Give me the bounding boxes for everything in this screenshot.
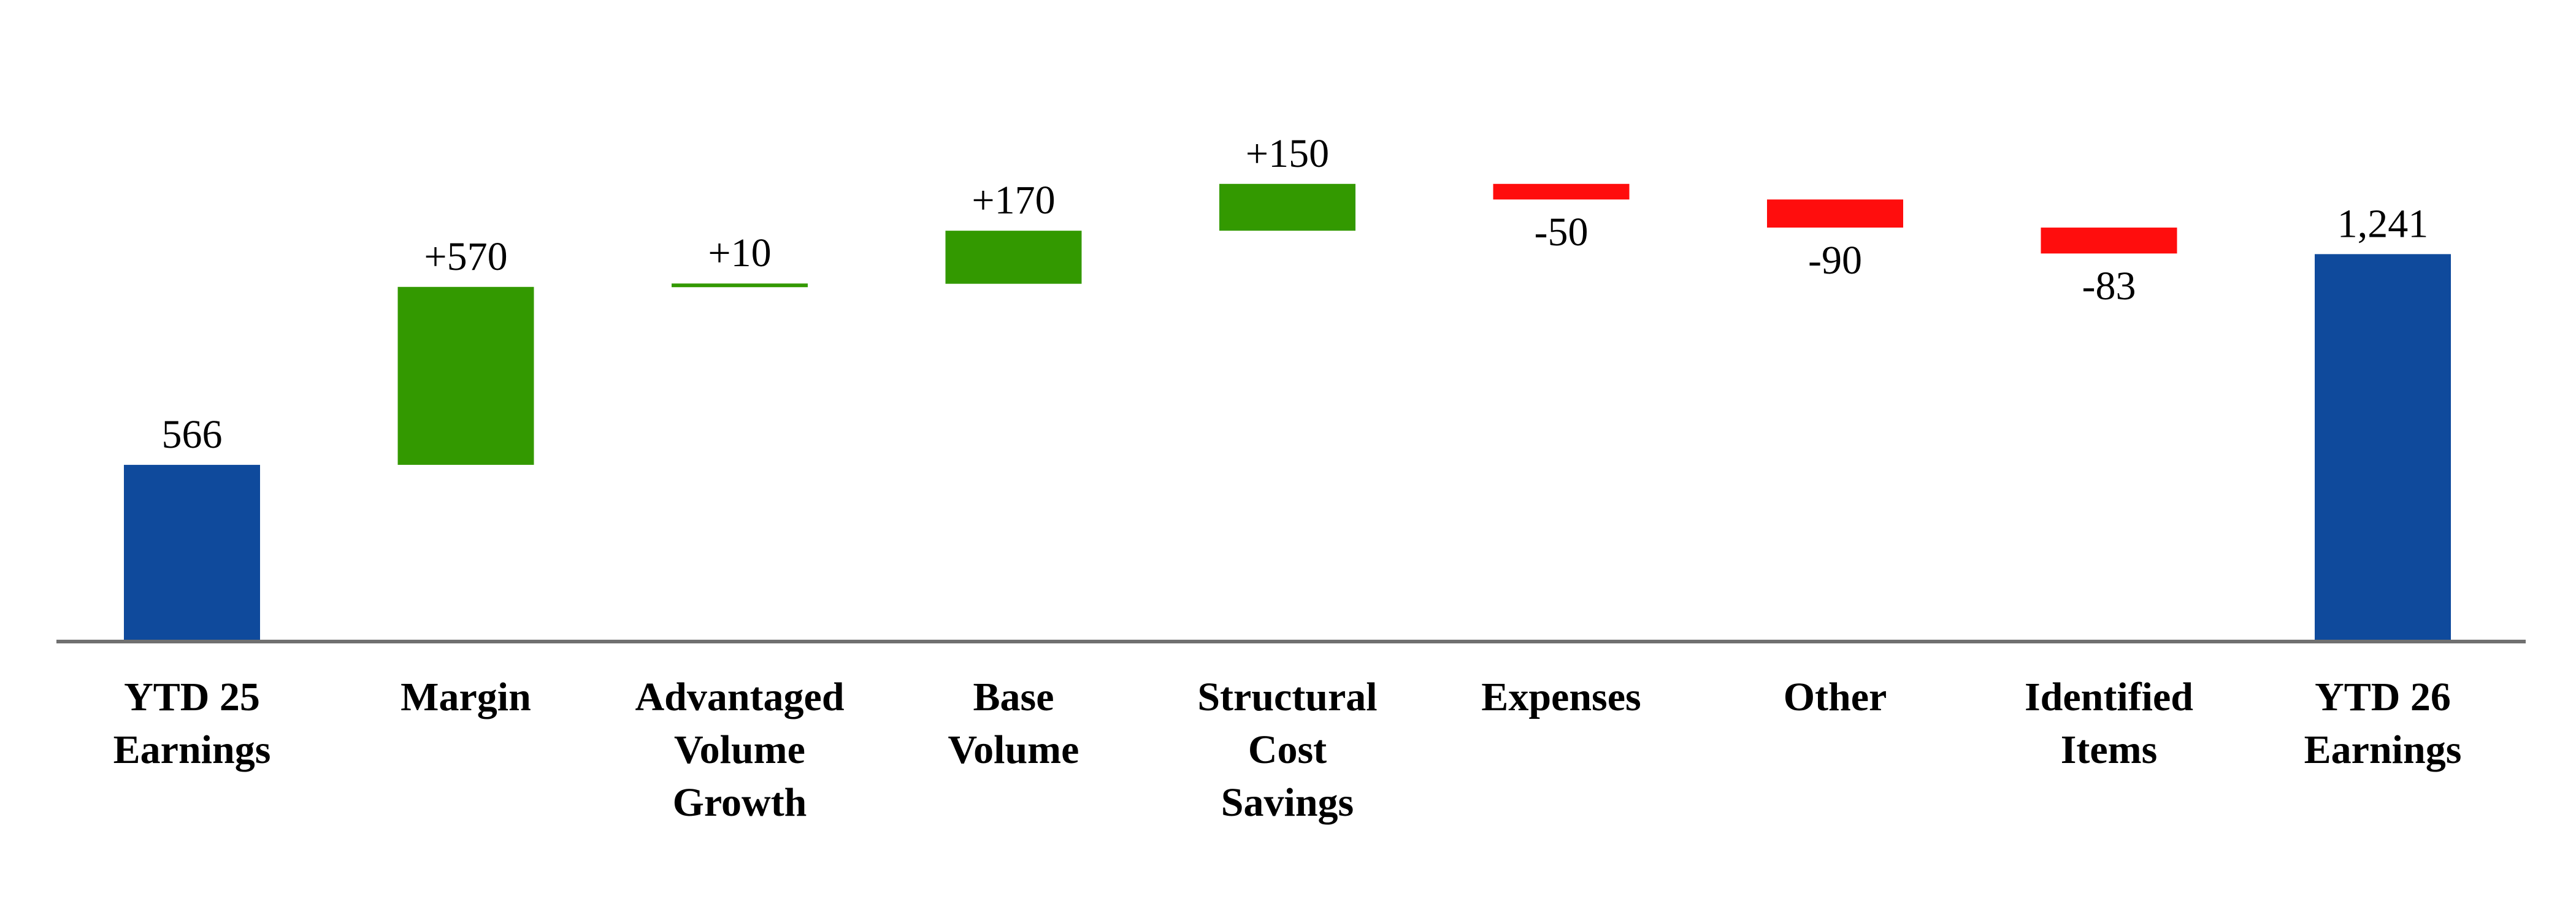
category-label-line: YTD 25 <box>124 675 260 719</box>
value-label-2: +570 <box>424 234 507 279</box>
bar-2 <box>397 286 534 465</box>
value-label-1: 566 <box>162 412 223 457</box>
category-label-line: Earnings <box>2304 727 2462 772</box>
bars-group <box>124 183 2451 642</box>
category-label-line: Structural <box>1197 675 1377 719</box>
value-label-7: -90 <box>1808 238 1862 283</box>
category-label-9: YTD 26 Earnings <box>2304 675 2462 772</box>
value-label-6: -50 <box>1535 210 1589 255</box>
category-label-4: Base Volume <box>948 675 1079 772</box>
bar-9 <box>2315 254 2451 642</box>
value-label-8: -83 <box>2082 264 2136 309</box>
category-label-line: Cost <box>1248 727 1327 772</box>
bar-8 <box>2041 228 2177 254</box>
bar-4 <box>945 231 1082 284</box>
value-labels-group: 566 +570 +10 +170 +150 -50 -90 -83 1,241 <box>162 131 2429 457</box>
category-label-line: Earnings <box>113 727 271 772</box>
category-label-7: Other <box>1784 675 1887 719</box>
value-label-9: 1,241 <box>2337 201 2429 246</box>
category-label-line: Other <box>1784 675 1887 719</box>
value-label-4: +170 <box>972 178 1055 223</box>
category-label-line: Volume <box>674 727 805 772</box>
category-label-line: Expenses <box>1481 675 1641 719</box>
category-label-3: Advantaged Volume Growth <box>635 675 844 825</box>
category-label-line: Base <box>973 675 1054 719</box>
category-label-5: Structural Cost Savings <box>1197 675 1377 825</box>
category-label-line: Identified <box>2025 675 2193 719</box>
category-label-line: Volume <box>948 727 1079 772</box>
value-label-5: +150 <box>1246 131 1329 176</box>
category-label-line: YTD 26 <box>2315 675 2451 719</box>
category-label-line: Margin <box>401 675 531 719</box>
value-label-3: +10 <box>708 231 771 275</box>
category-label-line: Growth <box>673 780 807 825</box>
bar-1 <box>124 464 260 642</box>
category-label-8: Identified Items <box>2025 675 2193 772</box>
bar-5 <box>1219 183 1355 231</box>
category-label-1: YTD 25 Earnings <box>113 675 271 772</box>
category-label-6: Expenses <box>1481 675 1641 719</box>
bar-6 <box>1493 183 1630 200</box>
category-labels-group: YTD 25 Earnings Margin Advantaged Volume Grow… <box>113 675 2462 825</box>
category-label-line: Savings <box>1221 780 1354 825</box>
bar-7 <box>1767 199 1903 228</box>
category-label-line: Items <box>2061 727 2158 772</box>
category-label-2: Margin <box>401 675 531 719</box>
category-label-line: Advantaged <box>635 675 844 719</box>
bar-3 <box>672 283 808 288</box>
